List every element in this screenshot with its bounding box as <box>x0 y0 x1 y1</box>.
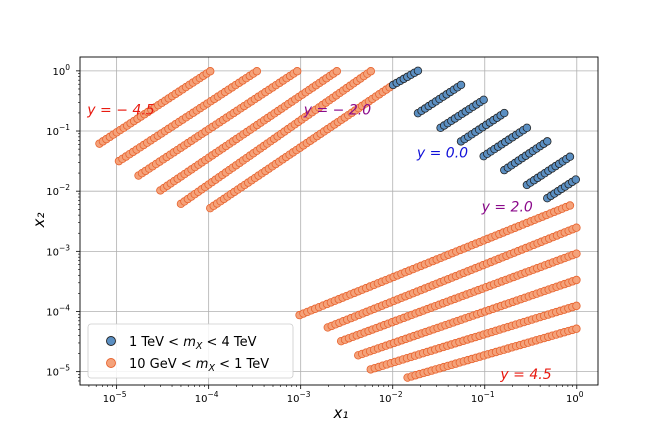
x-tick-label: 10−3 <box>287 390 311 405</box>
region-labels: y = − 4.5 y = − 2.0 y = 0.0 y = 2.0 y = 4.5 <box>86 102 551 383</box>
x-tick-label: 10−1 <box>471 390 495 405</box>
data-point <box>292 67 302 76</box>
data-point <box>543 137 552 146</box>
data-point <box>572 249 581 258</box>
x-tick-label: 10−4 <box>195 390 219 405</box>
x-axis-label: x₁ <box>333 404 349 422</box>
rapidity-label: y = 2.0 <box>481 199 533 215</box>
x-tick-label: 10−5 <box>103 390 127 405</box>
data-point <box>413 66 423 75</box>
axes-frame <box>79 56 599 386</box>
y-tick-label: 10−4 <box>46 303 70 318</box>
y-tick-label: 10−5 <box>46 364 70 379</box>
y-axis-label: x₂ <box>30 213 48 229</box>
data-point <box>565 152 575 161</box>
legend-marker <box>106 358 116 368</box>
legend-box <box>87 323 294 379</box>
y-tick-label: 100 <box>52 63 70 78</box>
data-point <box>252 67 262 76</box>
data-point <box>479 95 488 105</box>
legend-label: 10 GeV < mX < 1 TeV <box>129 357 269 374</box>
legend-label: 1 TeV < mX < 4 TeV <box>129 335 257 352</box>
x-tick-label: 10−2 <box>379 390 403 405</box>
data-point <box>332 67 342 76</box>
data-point <box>572 223 581 232</box>
data-point <box>572 275 581 285</box>
y-tick-label: 10−1 <box>46 123 70 138</box>
data-point <box>565 201 575 210</box>
data-point <box>366 67 376 76</box>
x-tick-label: 100 <box>566 390 584 405</box>
legend-marker <box>106 336 116 346</box>
rapidity-label: y = 4.5 <box>499 367 551 383</box>
plot-markers <box>95 66 581 382</box>
legend: 1 TeV < mX < 4 TeV 10 GeV < mX < 1 TeV <box>87 323 294 379</box>
rapidity-label: y = 0.0 <box>416 145 468 161</box>
data-point <box>522 123 532 133</box>
data-point <box>456 80 466 90</box>
series-markers <box>388 66 580 203</box>
rapidity-label: y = − 4.5 <box>86 102 154 118</box>
y-tick-label: 10−2 <box>46 183 70 198</box>
data-point <box>500 108 509 118</box>
series-markers <box>95 67 581 382</box>
data-point <box>572 301 581 311</box>
data-point <box>572 324 581 333</box>
rapidity-label: y = − 2.0 <box>303 102 371 118</box>
grid-lines <box>80 57 598 385</box>
tick-marks: 10−5 10−4 10−3 10−2 10−1 100 10−5 10−4 10−3 10−2 1… <box>46 63 584 405</box>
data-point <box>206 67 215 76</box>
y-tick-label: 10−3 <box>46 243 70 258</box>
data-point <box>571 175 580 184</box>
